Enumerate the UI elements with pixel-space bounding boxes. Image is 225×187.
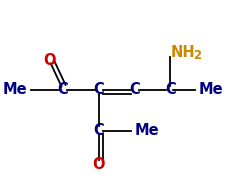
Text: Me: Me [135,123,159,138]
Text: C: C [93,82,104,97]
Text: C: C [129,82,140,97]
Text: C: C [165,82,176,97]
Text: 2: 2 [193,49,201,62]
Text: C: C [93,123,104,138]
Text: Me: Me [198,82,223,97]
Text: O: O [92,157,105,171]
Text: C: C [58,82,68,97]
Text: Me: Me [3,82,27,97]
Text: NH: NH [170,45,195,60]
Text: O: O [43,53,55,68]
